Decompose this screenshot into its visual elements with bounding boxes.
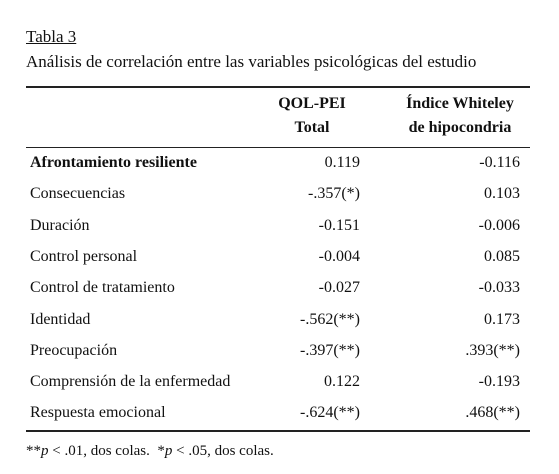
row-label: Preocupación xyxy=(30,341,118,359)
note-text: < .05, dos colas. xyxy=(172,443,274,459)
cell: 0.122 xyxy=(324,373,360,391)
cell: .393(**) xyxy=(465,341,520,359)
cell: -0.004 xyxy=(318,247,360,265)
column-header: Índice Whiteley xyxy=(406,95,514,112)
cell: -.562(**) xyxy=(300,310,360,328)
table-caption: Análisis de correlación entre las variab… xyxy=(26,52,477,71)
cell: 0.119 xyxy=(324,154,360,171)
note-text: < .01, dos colas. * xyxy=(48,443,165,459)
top-rule xyxy=(26,86,530,88)
cell: 0.173 xyxy=(484,310,520,328)
note-text: p xyxy=(164,443,173,459)
cell: -0.151 xyxy=(318,216,360,234)
row-label: Control de tratamiento xyxy=(30,279,175,297)
table-number: Tabla 3 xyxy=(26,27,77,46)
cell: -0.116 xyxy=(479,154,520,171)
cell: 0.085 xyxy=(484,247,520,265)
row-label: Control personal xyxy=(30,247,138,265)
column-header: Total xyxy=(294,119,330,136)
row-label: Consecuencias xyxy=(30,185,126,203)
cell: 0.103 xyxy=(484,185,520,203)
cell: -0.193 xyxy=(478,373,520,391)
row-label: Respuesta emocional xyxy=(30,404,166,422)
cell: -.357(*) xyxy=(308,185,360,203)
row-label: Comprensión de la enfermedad xyxy=(30,373,231,391)
cell: -0.027 xyxy=(318,279,360,297)
header-rule xyxy=(26,147,530,148)
column-header: de hipocondria xyxy=(408,119,512,136)
row-label: Duración xyxy=(30,216,90,234)
cell: -.397(**) xyxy=(300,341,360,359)
row-label: Identidad xyxy=(30,310,91,328)
note-text: p xyxy=(41,443,49,459)
column-header: QOL-PEI xyxy=(278,95,346,112)
cell: -0.006 xyxy=(478,216,520,234)
cell: -.624(**) xyxy=(300,404,360,422)
note-text: ** xyxy=(26,443,41,459)
cell: .468(**) xyxy=(465,404,520,422)
bottom-rule xyxy=(26,430,530,432)
table-note: **p < .01, dos colas. *p < .05, dos cola… xyxy=(26,444,274,459)
cell: -0.033 xyxy=(478,279,520,297)
row-label: Afrontamiento resiliente xyxy=(30,154,197,171)
